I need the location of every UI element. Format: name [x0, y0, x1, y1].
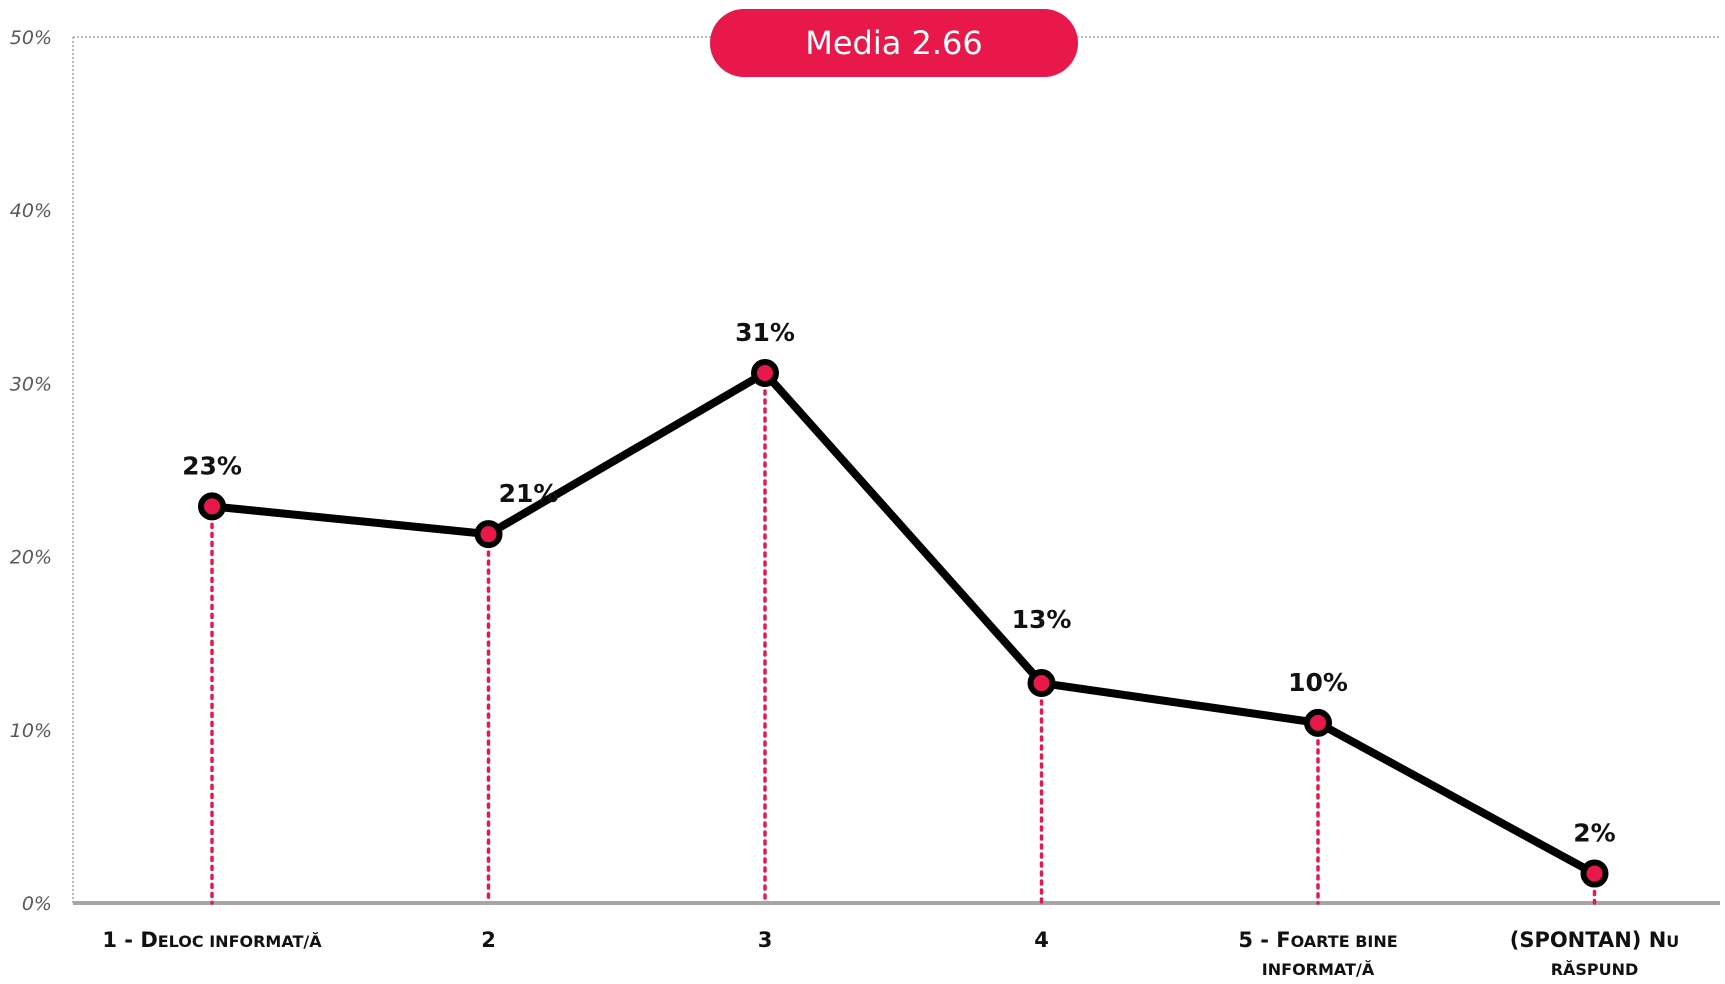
y-tick-label: 20%: [10, 547, 52, 569]
data-point: [1027, 669, 1056, 698]
data-label: 10%: [1288, 668, 1348, 697]
data-labels: 23% 21% 31% 13% 10% 2%: [182, 318, 1616, 848]
x-tick-label: 3: [758, 928, 773, 952]
mean-badge-text: Media 2.66: [805, 24, 983, 62]
y-tick-label: 30%: [10, 373, 52, 395]
axes: [72, 36, 1720, 905]
mean-badge: Media 2.66: [710, 9, 1078, 77]
series-line-group: [208, 369, 1599, 878]
drop-lines: [210, 371, 1597, 905]
data-label: 23%: [182, 451, 242, 480]
markers: [198, 359, 1609, 888]
y-tick-label: 0%: [22, 893, 52, 915]
mean-badge-background: [710, 9, 1078, 77]
series-line: [208, 369, 1599, 878]
x-tick-label: 1 - DELOC INFORMAT/Ă: [102, 928, 322, 952]
data-label: 13%: [1012, 605, 1072, 634]
y-tick-labels: 0% 10% 20% 30% 40% 50%: [10, 27, 52, 915]
x-tick-label: 2: [481, 928, 496, 952]
data-point: [751, 359, 779, 388]
x-tick-label: (SPONTAN) NU RĂSPUND: [1510, 928, 1680, 979]
data-point: [1304, 708, 1332, 737]
y-tick-label: 40%: [10, 200, 52, 222]
data-label: 21%: [499, 479, 559, 508]
data-label: 31%: [735, 318, 795, 347]
y-tick-label: 50%: [10, 27, 52, 49]
x-tick-labels: 1 - DELOC INFORMAT/Ă 2 3 4 5 - FOARTE BINE IN…: [102, 928, 1679, 979]
data-point: [1580, 859, 1609, 888]
x-tick-label: 4: [1034, 928, 1049, 952]
data-point: [198, 492, 226, 521]
data-label: 2%: [1573, 819, 1615, 848]
y-tick-label: 10%: [10, 720, 52, 742]
x-tick-label: 5 - FOARTE BINE INFORMAT/Ă: [1238, 928, 1397, 979]
data-point: [474, 520, 503, 549]
